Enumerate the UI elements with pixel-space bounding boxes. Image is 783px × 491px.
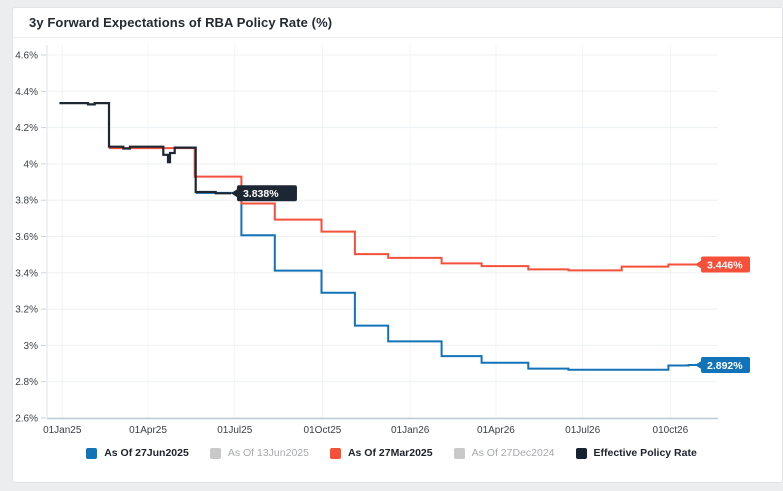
x-axis-tick-label: 01Oct25 xyxy=(304,425,342,436)
legend-item-as-of-27dec2024[interactable]: As Of 27Dec2024 xyxy=(453,447,555,459)
legend-label: As Of 13Jun2025 xyxy=(227,447,309,459)
legend-item-as-of-27mar2025[interactable]: As Of 27Mar2025 xyxy=(329,447,433,459)
end-label-box xyxy=(701,256,750,273)
end-label-arrow xyxy=(695,360,702,370)
end-label-effective-policy-rate: 3.838% xyxy=(230,185,297,202)
end-label-as-of-27jun2025: 2.892% xyxy=(695,357,750,374)
y-axis-tick-label: 4.4% xyxy=(15,87,38,98)
series-line-effective-policy-rate xyxy=(59,102,231,195)
legend-label: Effective Policy Rate xyxy=(593,447,697,459)
y-axis-tick-label: 4.2% xyxy=(15,123,38,134)
legend-swatch-icon xyxy=(209,447,221,459)
end-label-box xyxy=(236,185,297,202)
legend-item-as-of-27jun2025[interactable]: As Of 27Jun2025 xyxy=(86,447,189,459)
x-axis-tick-label: 010ct26 xyxy=(653,425,689,436)
series-line-as-of-27jun2025 xyxy=(195,191,718,371)
legend-swatch-icon xyxy=(453,447,465,459)
y-axis-tick-label: 3.2% xyxy=(15,305,38,316)
end-label-arrow xyxy=(230,188,238,198)
legend-item-effective-policy-rate[interactable]: Effective Policy Rate xyxy=(575,447,697,459)
x-axis-tick-label: 01Apr25 xyxy=(129,425,167,436)
y-axis-tick-label: 3% xyxy=(24,341,39,352)
end-label-arrow xyxy=(695,259,702,269)
legend-label: As Of 27Dec2024 xyxy=(471,447,555,459)
end-label-value: 3.838% xyxy=(243,188,279,200)
x-axis-tick-label: 01Apr26 xyxy=(477,425,515,436)
grid xyxy=(47,45,718,419)
x-axis-tick-label: 01Jan26 xyxy=(391,425,430,436)
y-axis-tick-label: 4% xyxy=(24,159,39,170)
y-axis-tick-label: 3.6% xyxy=(15,232,38,243)
chart-legend: As Of 27Jun2025 As Of 13Jun2025 As Of 27Ma… xyxy=(0,444,783,462)
end-label-box xyxy=(701,357,750,374)
chart-card xyxy=(12,7,783,483)
y-axis-tick-label: 2.8% xyxy=(15,377,38,388)
end-label-value: 3.446% xyxy=(707,259,743,271)
end-label-as-of-27mar2025: 3.446% xyxy=(695,256,750,273)
x-axis-tick-label: 01Jul25 xyxy=(217,425,252,436)
legend-label: As Of 27Mar2025 xyxy=(347,447,433,459)
legend-swatch-icon xyxy=(575,447,587,459)
x-axis-tick-label: 01Jan25 xyxy=(43,425,82,436)
y-axis-tick-label: 3.4% xyxy=(15,268,38,279)
y-axis-tick-label: 4.6% xyxy=(15,51,38,62)
series-line-as-of-27mar2025 xyxy=(109,147,718,272)
legend-swatch-icon xyxy=(329,447,341,459)
end-label-value: 2.892% xyxy=(707,360,743,372)
chart-title: 3y Forward Expectations of RBA Policy Ra… xyxy=(29,14,333,30)
y-axis-tick-label: 2.6% xyxy=(15,414,38,425)
chart-header: 3y Forward Expectations of RBA Policy Ra… xyxy=(12,7,782,38)
legend-label: As Of 27Jun2025 xyxy=(104,447,189,459)
legend-swatch-icon xyxy=(86,447,98,459)
x-axis-tick-label: 01Jul26 xyxy=(565,425,600,436)
legend-item-as-of-13jun2025[interactable]: As Of 13Jun2025 xyxy=(209,447,309,459)
y-axis-tick-label: 3.8% xyxy=(15,196,38,207)
